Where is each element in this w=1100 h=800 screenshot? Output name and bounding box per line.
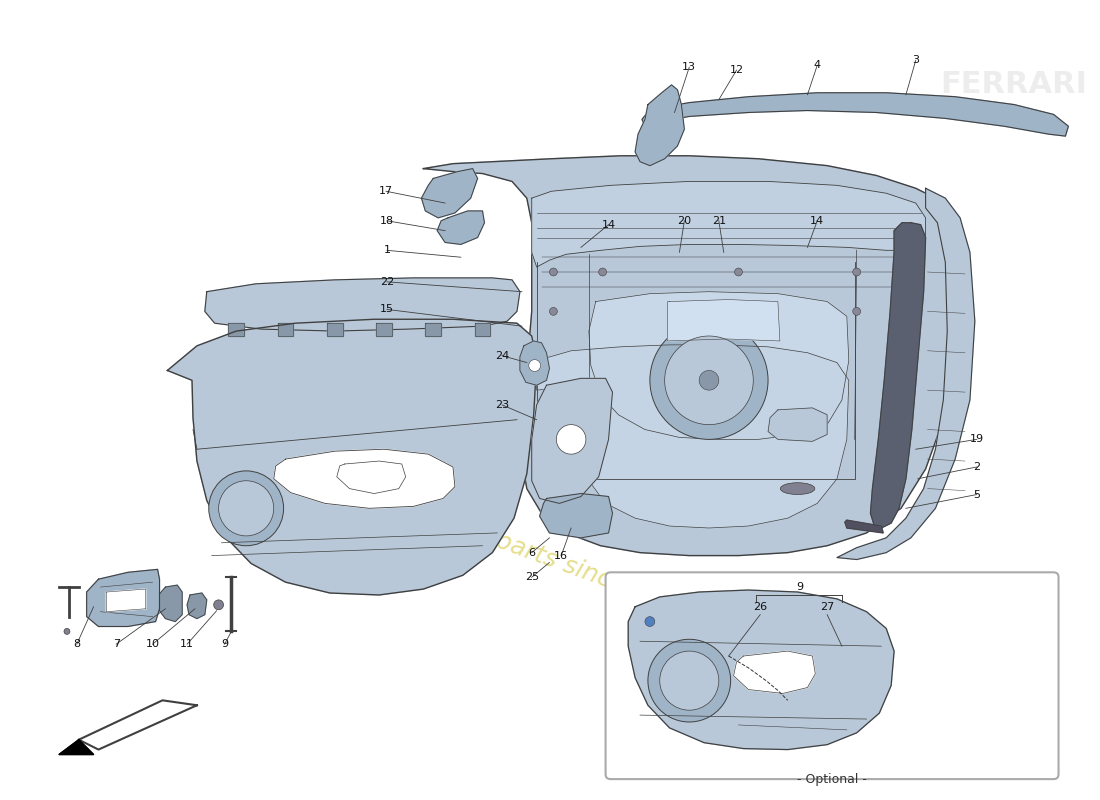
Polygon shape <box>160 585 183 622</box>
Polygon shape <box>337 461 406 494</box>
Text: 22: 22 <box>379 277 394 287</box>
Circle shape <box>219 481 274 536</box>
Polygon shape <box>59 740 94 754</box>
Polygon shape <box>437 211 484 245</box>
FancyBboxPatch shape <box>606 572 1058 779</box>
Circle shape <box>700 370 718 390</box>
Polygon shape <box>205 278 520 331</box>
Text: 1: 1 <box>384 246 390 255</box>
Polygon shape <box>426 323 441 336</box>
Polygon shape <box>187 593 207 618</box>
Polygon shape <box>870 222 925 528</box>
Ellipse shape <box>780 482 815 494</box>
Text: 24: 24 <box>495 350 509 361</box>
Text: 14: 14 <box>811 216 824 226</box>
Circle shape <box>64 629 70 634</box>
Polygon shape <box>277 323 294 336</box>
Text: 25: 25 <box>525 572 539 582</box>
Polygon shape <box>274 450 455 508</box>
Polygon shape <box>768 408 827 442</box>
Circle shape <box>209 471 284 546</box>
Polygon shape <box>845 520 883 533</box>
Circle shape <box>213 600 223 610</box>
Circle shape <box>660 651 718 710</box>
Circle shape <box>852 307 860 315</box>
Polygon shape <box>588 292 849 439</box>
Text: 17: 17 <box>378 186 393 196</box>
Text: 18: 18 <box>379 216 394 226</box>
Circle shape <box>650 322 768 439</box>
Text: - Optional -: - Optional - <box>798 773 867 786</box>
Text: a passion for parts since...: a passion for parts since... <box>333 470 651 606</box>
Polygon shape <box>107 589 145 612</box>
Polygon shape <box>424 156 965 555</box>
Circle shape <box>735 268 743 276</box>
Circle shape <box>557 425 586 454</box>
Polygon shape <box>79 700 197 750</box>
Polygon shape <box>87 570 160 626</box>
Circle shape <box>550 307 558 315</box>
Text: 11: 11 <box>180 639 194 650</box>
Text: 19: 19 <box>970 434 983 444</box>
Text: 9: 9 <box>221 639 228 650</box>
Polygon shape <box>229 323 244 336</box>
Polygon shape <box>628 590 894 750</box>
Circle shape <box>550 268 558 276</box>
Polygon shape <box>837 188 975 559</box>
Polygon shape <box>540 494 613 538</box>
Polygon shape <box>376 323 392 336</box>
Circle shape <box>664 336 754 425</box>
Text: 23: 23 <box>495 400 509 410</box>
Polygon shape <box>635 85 684 166</box>
Text: 5: 5 <box>974 490 980 499</box>
Polygon shape <box>167 319 537 595</box>
Text: 7: 7 <box>112 639 120 650</box>
Polygon shape <box>520 341 550 386</box>
Circle shape <box>852 268 860 276</box>
Text: 26: 26 <box>754 602 767 612</box>
Text: 27: 27 <box>820 602 834 612</box>
Text: 3: 3 <box>912 55 920 66</box>
Text: 15: 15 <box>379 305 394 314</box>
Circle shape <box>645 617 654 626</box>
Text: 2: 2 <box>974 462 980 472</box>
Polygon shape <box>537 345 849 528</box>
Text: 4: 4 <box>814 60 821 70</box>
Polygon shape <box>474 323 491 336</box>
Polygon shape <box>531 182 925 267</box>
Polygon shape <box>668 299 780 341</box>
Text: 9: 9 <box>796 582 803 592</box>
Text: 10: 10 <box>145 639 160 650</box>
Polygon shape <box>734 651 815 694</box>
Polygon shape <box>421 169 477 218</box>
Text: 8: 8 <box>74 639 80 650</box>
Circle shape <box>529 360 540 371</box>
Text: 6: 6 <box>528 548 536 558</box>
Text: 16: 16 <box>554 550 569 561</box>
Polygon shape <box>642 93 1068 136</box>
Text: 12: 12 <box>729 65 744 75</box>
Text: FERRARI: FERRARI <box>940 70 1088 99</box>
Text: 21: 21 <box>712 216 726 226</box>
Polygon shape <box>531 378 613 503</box>
Circle shape <box>648 639 730 722</box>
Text: 13: 13 <box>682 62 696 72</box>
Circle shape <box>598 268 606 276</box>
Text: 20: 20 <box>678 216 692 226</box>
Polygon shape <box>327 323 343 336</box>
Text: 14: 14 <box>602 220 616 230</box>
